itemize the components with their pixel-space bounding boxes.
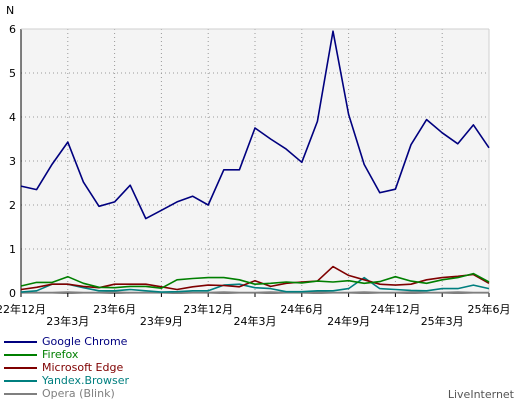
y-tick-label: 2 [9,199,16,212]
y-tick-label: 5 [9,67,16,80]
legend: Google Chrome Firefox Microsoft Edge Yandex… [4,335,129,400]
y-axis-label: N [6,4,14,17]
legend-label: Google Chrome [42,335,128,348]
x-tick-label: 23年6月 [93,302,136,316]
line-chart: 012345622年12月23年3月23年6月23年9月23年12月24年3月2… [0,4,511,328]
brand-label: LiveInternet [447,388,514,401]
legend-item: Microsoft Edge [4,361,129,374]
legend-item: Google Chrome [4,335,129,348]
legend-label: Firefox [42,348,79,361]
legend-item: Opera (Blink) [4,387,129,400]
legend-label: Microsoft Edge [42,361,124,374]
y-tick-label: 4 [9,111,16,124]
y-tick-label: 6 [9,23,16,36]
x-tick-label: 24年3月 [234,314,277,328]
x-tick-label: 23年9月 [140,314,183,328]
y-tick-label: 1 [9,243,16,256]
legend-label: Opera (Blink) [42,387,115,400]
legend-item: Firefox [4,348,129,361]
series-line-yandex-browser [20,276,490,293]
x-tick-label: 25年3月 [421,314,464,328]
legend-item: Yandex.Browser [4,374,129,387]
x-tick-label: 22年12月 [0,302,46,316]
x-tick-label: 24年6月 [280,302,323,316]
x-tick-label: 23年12月 [183,302,233,316]
legend-swatch [4,393,37,395]
series-line-firefox [20,272,490,290]
y-tick-label: 3 [9,155,16,168]
legend-label: Yandex.Browser [42,374,130,387]
legend-swatch [4,367,37,369]
y-tick-label: 0 [9,287,16,300]
series-line-google-chrome [20,30,490,220]
x-tick-label: 23年3月 [46,314,89,328]
legend-swatch [4,341,37,343]
x-tick-label: 25年6月 [468,302,511,316]
legend-swatch [4,380,37,382]
series-line-opera-blink [21,291,489,294]
x-tick-label: 24年9月 [327,314,370,328]
x-tick-label: 24年12月 [370,302,420,316]
legend-swatch [4,354,37,356]
